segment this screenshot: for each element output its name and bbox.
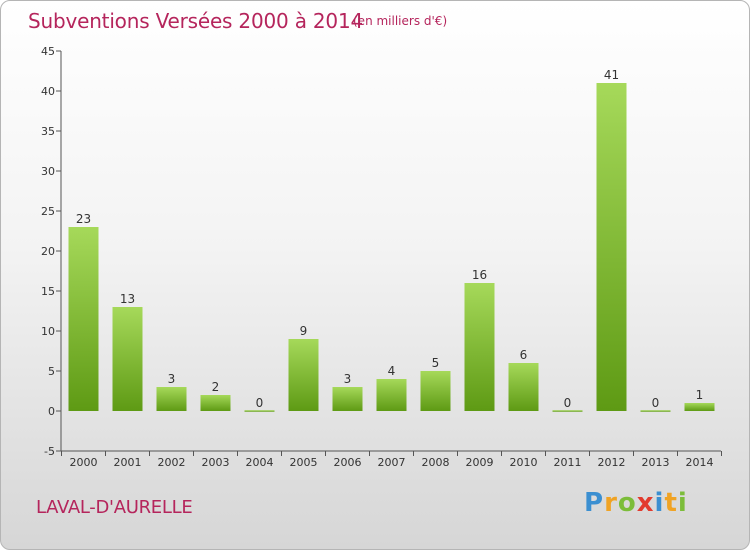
x-tick-label: 2013 (642, 456, 670, 469)
x-tick-label: 2007 (378, 456, 406, 469)
x-tick-label: 2003 (202, 456, 230, 469)
x-tick-label: 2011 (554, 456, 582, 469)
x-tick-label: 2009 (466, 456, 494, 469)
bar (156, 387, 187, 411)
bar (684, 403, 715, 411)
logo-letter: t (664, 488, 678, 518)
logo-letter: r (604, 488, 618, 518)
y-tick-label: 45 (41, 45, 55, 58)
bar-value-label: 16 (472, 268, 487, 282)
y-tick-label: -5 (44, 445, 55, 458)
bar (68, 227, 99, 411)
bar-value-label: 6 (520, 348, 528, 362)
bar (596, 83, 627, 411)
bar-value-label: 2 (212, 380, 220, 394)
x-tick-label: 2006 (334, 456, 362, 469)
x-tick-label: 2001 (114, 456, 142, 469)
bars-group (68, 83, 715, 412)
bar-value-label: 0 (256, 396, 264, 410)
y-axis: -5 0 5 10 15 20 25 30 35 40 45 (41, 45, 62, 458)
x-tick-label: 2004 (246, 456, 274, 469)
bar (200, 395, 231, 411)
bar (376, 379, 407, 411)
logo-letter: i (654, 488, 665, 518)
bar (464, 283, 495, 411)
y-tick-label: 0 (48, 405, 55, 418)
bar-value-label: 9 (300, 324, 308, 338)
bar-value-label: 1 (696, 388, 704, 402)
bar (640, 410, 671, 412)
logo-letter: P (584, 488, 605, 518)
x-tick-label: 2000 (70, 456, 98, 469)
x-tick-label: 2008 (422, 456, 450, 469)
proxiti-logo[interactable]: Proxiti (584, 488, 688, 518)
bar-value-label: 0 (652, 396, 660, 410)
data-labels-group: 23 13 3 2 0 9 3 4 5 16 6 0 41 0 1 (76, 68, 703, 410)
y-tick-label: 40 (41, 85, 55, 98)
logo-letter: x (636, 488, 655, 518)
x-tick-label: 2014 (686, 456, 714, 469)
bar-value-label: 13 (120, 292, 135, 306)
bar (420, 371, 451, 411)
bar-value-label: 3 (168, 372, 176, 386)
x-axis: 2000 2001 2002 2003 2004 2005 2006 2007 2008 2009… (61, 450, 722, 469)
bar-value-label: 5 (432, 356, 440, 370)
bar-value-label: 0 (564, 396, 572, 410)
bar (244, 410, 275, 412)
bar-value-label: 3 (344, 372, 352, 386)
bar-value-label: 23 (76, 212, 91, 226)
x-tick-label: 2002 (158, 456, 186, 469)
bar (552, 410, 583, 412)
commune-name: LAVAL-D'AURELLE (36, 497, 193, 518)
y-tick-label: 20 (41, 245, 55, 258)
bar-value-label: 41 (604, 68, 619, 82)
bar (112, 307, 143, 411)
x-tick-label: 2010 (510, 456, 538, 469)
y-tick-label: 25 (41, 205, 55, 218)
y-tick-label: 35 (41, 125, 55, 138)
x-tick-label: 2005 (290, 456, 318, 469)
logo-letter: o (617, 488, 637, 518)
unit-note: (en milliers d'€) (353, 14, 448, 28)
x-tick-label: 2012 (598, 456, 626, 469)
chart-title: Subventions Versées 2000 à 2014 (28, 9, 364, 33)
bar (288, 339, 319, 411)
bar (508, 363, 539, 411)
y-tick-label: 10 (41, 325, 55, 338)
logo-letter: i (677, 488, 688, 518)
y-tick-label: 30 (41, 165, 55, 178)
y-tick-label: 5 (48, 365, 55, 378)
bar (332, 387, 363, 411)
y-tick-label: 15 (41, 285, 55, 298)
bar-value-label: 4 (388, 364, 396, 378)
